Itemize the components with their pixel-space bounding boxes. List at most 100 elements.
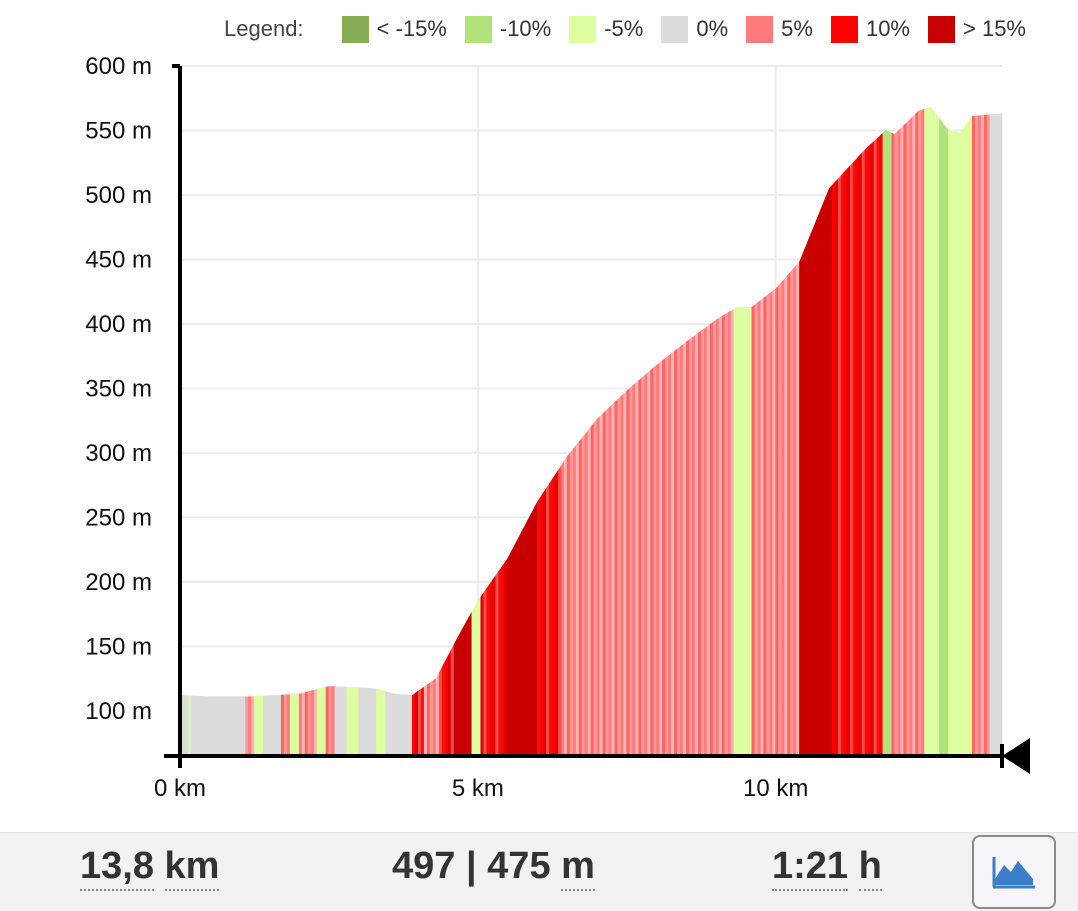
gradient-segment	[185, 695, 190, 757]
gradient-segment	[983, 114, 988, 757]
gradient-segment	[400, 694, 404, 757]
y-tick-label: 250 m	[85, 504, 152, 531]
gradient-segment	[680, 343, 684, 757]
gradient-segment	[528, 513, 532, 757]
gradient-segment	[691, 334, 696, 757]
elevation-stat[interactable]: 497 | 475 m	[392, 845, 595, 891]
gradient-segment	[248, 696, 252, 757]
ascent-value: 497	[392, 845, 456, 887]
gradient-segment	[924, 107, 928, 757]
gradient-segment	[563, 455, 568, 757]
gradient-segment	[546, 482, 550, 757]
gradient-segment	[954, 131, 958, 757]
distance-stat[interactable]: 13,8 km	[80, 845, 220, 891]
gradient-segment	[748, 306, 753, 757]
chart-legend: Legend: < -15% -10% -5% 0% 5% 10% > 15%	[224, 14, 1026, 44]
gradient-segment	[751, 304, 756, 757]
gradient-segment	[572, 444, 577, 757]
x-tick-label: 5 km	[452, 775, 504, 802]
gradient-segment	[903, 122, 907, 757]
gradient-segment	[236, 696, 240, 757]
gradient-segment	[220, 696, 225, 757]
gradient-segment	[614, 398, 619, 757]
elevation-profile-button[interactable]	[972, 835, 1056, 909]
gradient-segment	[936, 114, 940, 757]
duration-stat[interactable]: 1:21 h	[772, 845, 882, 891]
gradient-segment	[397, 693, 401, 757]
elevation-profile-icon	[992, 857, 1035, 889]
y-tick-label: 200 m	[85, 569, 152, 596]
gradient-segment	[683, 341, 687, 757]
gradient-segment	[820, 203, 824, 757]
gradient-segment	[608, 404, 613, 757]
gradient-segment	[280, 694, 285, 757]
gradient-segment	[796, 261, 800, 757]
descent-value: 475	[487, 845, 551, 887]
gradient-segment	[534, 501, 538, 757]
gradient-segment	[647, 369, 651, 757]
gradient-segment	[739, 306, 744, 757]
gradient-segment	[921, 108, 925, 757]
gradient-segment	[370, 688, 374, 757]
gradient-segment	[706, 323, 711, 757]
gradient-segment	[989, 114, 994, 757]
gradient-segment	[331, 686, 336, 757]
gradient-segment	[286, 694, 291, 757]
gradient-segment	[665, 355, 669, 757]
legend-item: 10%	[830, 15, 910, 43]
gradient-segment	[525, 518, 529, 757]
gradient-segment	[522, 524, 526, 757]
x-tick-label: 10 km	[743, 775, 808, 802]
y-tick-label: 150 m	[85, 633, 152, 660]
legend-label: 10%	[865, 16, 910, 41]
gradient-segment	[385, 691, 389, 757]
gradient-segment	[208, 696, 213, 757]
gradient-segment	[808, 232, 812, 757]
gradient-segment	[980, 114, 985, 757]
legend-item: 5%	[746, 15, 813, 43]
gradient-segment	[403, 694, 407, 757]
gradient-segment	[226, 696, 231, 757]
gradient-segment	[721, 314, 726, 757]
gradient-segment	[578, 437, 583, 757]
gradient-segment	[492, 574, 496, 757]
gradient-segment	[635, 380, 639, 757]
gradient-segment	[912, 113, 916, 757]
gradient-segment	[894, 130, 899, 757]
gradient-segment	[504, 557, 508, 757]
gradient-segment	[858, 152, 863, 757]
gradient-segment	[349, 686, 354, 757]
gradient-segment	[325, 685, 330, 757]
gradient-segment	[897, 127, 902, 757]
gradient-segment	[882, 129, 887, 757]
gradient-segment	[217, 696, 222, 757]
gradient-segment	[849, 161, 854, 757]
gradient-segment	[605, 407, 610, 757]
y-tick-labels: 100 m 150 m 200 m 250 m 300 m 350 m 400 m 450 m…	[85, 53, 152, 725]
gradient-segment	[846, 165, 851, 757]
gradient-segment	[703, 326, 708, 757]
distance-value: 13,8	[80, 845, 154, 891]
gradient-segment	[269, 695, 273, 757]
gradient-segment	[998, 113, 1003, 757]
gradient-segment	[414, 690, 419, 757]
gradient-segment	[745, 306, 750, 757]
gradient-segment	[429, 680, 434, 757]
gradient-segment	[644, 372, 648, 757]
gradient-segment	[465, 616, 470, 757]
gradient-segment	[596, 415, 601, 757]
elevation-chart: 100 m 150 m 200 m 250 m 300 m 350 m 400 m 450 m…	[85, 53, 1030, 802]
gradient-segment	[423, 684, 428, 757]
gradient-segment	[757, 299, 762, 757]
gradient-segment	[951, 130, 955, 757]
gradient-segment	[477, 596, 482, 757]
gradient-segment	[531, 507, 535, 757]
legend-label: > 15%	[963, 16, 1026, 41]
gradient-segment	[677, 346, 681, 757]
gradient-segment	[632, 382, 636, 757]
gradient-segment	[817, 210, 821, 757]
gradient-segment	[516, 535, 520, 757]
gradient-segment	[537, 496, 541, 757]
gradient-segment	[688, 337, 693, 757]
gradient-segment	[453, 638, 458, 757]
